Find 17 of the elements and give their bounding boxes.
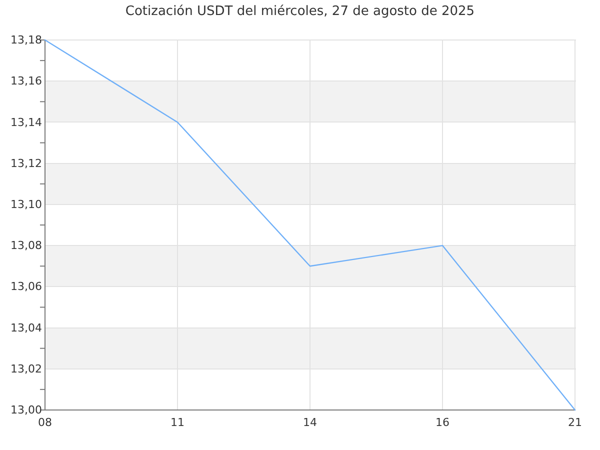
x-tick-label: 11 xyxy=(170,416,184,429)
x-tick-label: 16 xyxy=(436,416,450,429)
y-tick-label: 13,08 xyxy=(10,239,42,252)
y-tick-label: 13,14 xyxy=(10,116,42,129)
y-tick-label: 13,06 xyxy=(10,280,42,294)
x-tick-label: 21 xyxy=(568,416,582,429)
x-tick-label: 14 xyxy=(303,416,317,429)
y-tick-label: 13,12 xyxy=(10,156,42,170)
chart-title: Cotización USDT del miércoles, 27 de agosto de 2025 xyxy=(125,4,475,19)
x-tick-label: 08 xyxy=(38,416,52,429)
y-tick-label: 13,02 xyxy=(10,362,42,376)
y-tick-label: 13,18 xyxy=(10,34,42,47)
y-tick-label: 13,16 xyxy=(10,74,42,88)
y-tick-label: 13,10 xyxy=(10,198,42,211)
line-series xyxy=(44,39,576,411)
y-tick-label: 13,04 xyxy=(10,321,42,334)
y-tick-label: 13,00 xyxy=(10,404,42,417)
